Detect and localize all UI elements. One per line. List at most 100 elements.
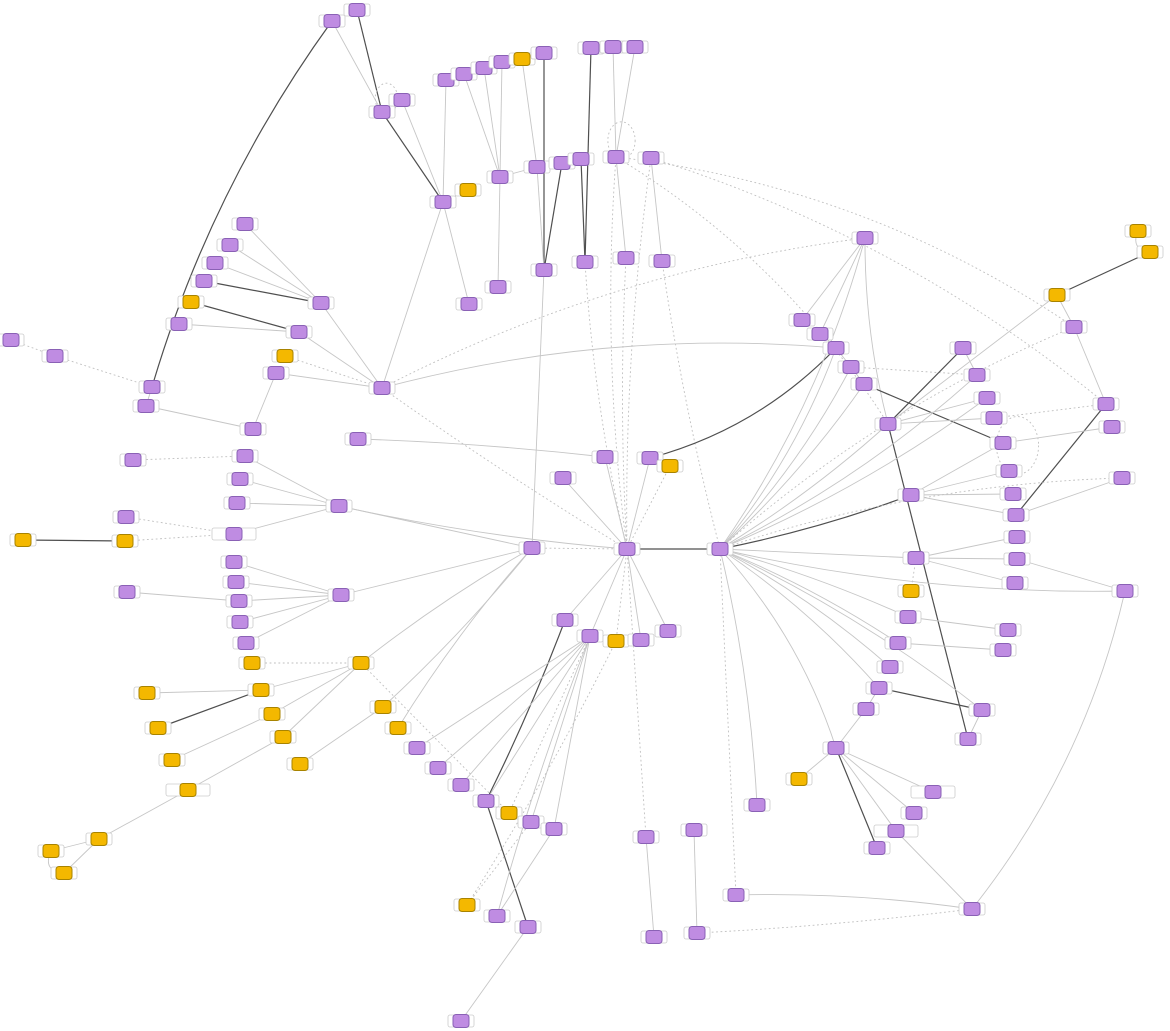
graph-node[interactable] [247,683,275,697]
graph-node[interactable] [612,251,640,265]
graph-node[interactable] [897,584,925,598]
graph-node[interactable] [403,741,431,755]
graph-node[interactable] [973,391,1001,405]
graph-node[interactable] [949,341,977,355]
graph-node[interactable] [269,730,297,744]
graph-node[interactable] [222,575,250,589]
graph-node[interactable] [852,702,880,716]
graph-node[interactable] [112,510,140,524]
graph-node[interactable] [602,634,630,648]
graph-node[interactable] [144,721,172,735]
graph-node[interactable] [648,254,676,268]
graph-node[interactable] [599,40,627,54]
graph-node[interactable] [540,822,568,836]
graph-node[interactable] [318,14,346,28]
graph-node[interactable] [133,686,161,700]
graph-node[interactable] [876,660,904,674]
graph-node[interactable] [865,681,893,695]
graph-node[interactable] [989,436,1017,450]
graph-node[interactable] [369,700,397,714]
graph-node[interactable] [119,453,147,467]
graph-node[interactable] [897,488,925,502]
graph-node[interactable] [216,238,244,252]
graph-node[interactable] [486,170,514,184]
graph-node[interactable] [654,624,682,638]
graph-node[interactable] [508,52,536,66]
graph-node[interactable] [571,255,599,269]
graph-node[interactable] [1136,245,1164,259]
graph-node[interactable] [863,841,891,855]
graph-node[interactable] [1092,397,1120,411]
graph-node[interactable] [113,585,141,599]
graph-node[interactable] [41,349,69,363]
graph-node[interactable] [384,721,412,735]
graph-node[interactable] [424,761,452,775]
graph-node[interactable] [910,785,956,799]
graph-node[interactable] [138,380,166,394]
graph-node[interactable] [602,150,630,164]
graph-node[interactable] [958,902,986,916]
graph-node[interactable] [177,295,205,309]
graph-node[interactable] [788,313,816,327]
graph-node[interactable] [258,707,286,721]
graph-node[interactable] [225,594,253,608]
graph-node[interactable] [226,615,254,629]
graph-node[interactable] [9,533,37,547]
graph-node[interactable] [994,623,1022,637]
graph-node[interactable] [577,41,605,55]
graph-node[interactable] [368,381,396,395]
graph-node[interactable] [239,422,267,436]
graph-node[interactable] [327,588,355,602]
graph-node[interactable] [1124,224,1152,238]
graph-node[interactable] [851,231,879,245]
graph-node[interactable] [1003,530,1031,544]
graph-node[interactable] [613,542,641,556]
graph-node[interactable] [806,327,834,341]
graph-node[interactable] [785,772,813,786]
graph-node[interactable] [517,815,545,829]
graph-node[interactable] [50,866,78,880]
graph-node[interactable] [683,926,711,940]
graph-node[interactable] [447,778,475,792]
graph-node[interactable] [85,832,113,846]
graph-node[interactable] [627,633,655,647]
graph-node[interactable] [37,844,65,858]
graph-node[interactable] [743,798,771,812]
graph-node[interactable] [1111,584,1139,598]
graph-node[interactable] [722,888,750,902]
graph-node[interactable] [1060,320,1088,334]
graph-node[interactable] [447,1014,475,1028]
graph-node[interactable] [551,613,579,627]
graph-node[interactable] [307,296,335,310]
graph-node[interactable] [238,656,266,670]
graph-node[interactable] [518,541,546,555]
graph-node[interactable] [453,898,481,912]
graph-node[interactable] [850,377,878,391]
graph-node[interactable] [211,527,257,541]
graph-node[interactable] [271,349,299,363]
graph-node[interactable] [0,333,25,347]
graph-node[interactable] [454,183,482,197]
graph-node[interactable] [165,317,193,331]
graph-node[interactable] [231,217,259,231]
graph-node[interactable] [530,263,558,277]
graph-node[interactable] [343,3,371,17]
graph-node[interactable] [132,399,160,413]
graph-node[interactable] [621,40,649,54]
graph-node[interactable] [190,274,218,288]
graph-node[interactable] [347,656,375,670]
graph-node[interactable] [632,830,660,844]
graph-node[interactable] [483,909,511,923]
graph-node[interactable] [226,472,254,486]
graph-node[interactable] [472,794,500,808]
graph-node[interactable] [837,360,865,374]
graph-node[interactable] [995,464,1023,478]
graph-node[interactable] [111,534,139,548]
graph-node[interactable] [873,824,919,838]
graph-node[interactable] [576,629,604,643]
graph-node[interactable] [822,741,850,755]
graph-node[interactable] [637,151,665,165]
graph-node[interactable] [523,160,551,174]
